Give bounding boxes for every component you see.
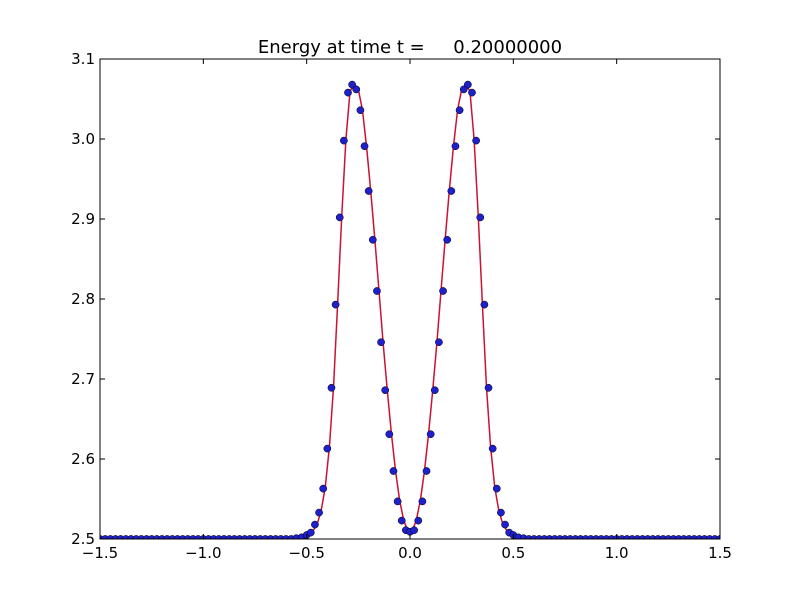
data-point — [455, 106, 464, 115]
data-point — [468, 88, 476, 97]
x-tick-label: 1.0 — [605, 544, 629, 562]
x-tick-label: 0.0 — [398, 544, 422, 562]
data-point — [331, 300, 340, 309]
data-point — [480, 300, 489, 309]
data-point — [492, 484, 501, 493]
data-point — [501, 520, 509, 529]
y-tick-label: 2.6 — [71, 450, 95, 468]
chart-title: Energy at time t = 0.20000000 — [258, 37, 562, 58]
data-point — [464, 80, 472, 89]
data-point — [397, 516, 406, 525]
data-point — [426, 430, 435, 439]
data-point — [410, 526, 418, 535]
data-point — [393, 497, 402, 506]
data-point — [389, 467, 398, 475]
data-point — [368, 235, 377, 244]
y-tick-label: 2.7 — [71, 370, 95, 388]
data-point — [315, 508, 323, 517]
data-point — [327, 383, 336, 392]
data-point — [360, 142, 369, 151]
data-point — [484, 383, 493, 392]
data-point — [323, 444, 332, 453]
data-point — [381, 386, 390, 395]
data-point — [352, 85, 361, 94]
data-point — [447, 187, 456, 195]
x-tick-label: −1.5 — [82, 544, 118, 562]
data-point — [356, 106, 365, 115]
data-point — [340, 136, 348, 145]
data-point — [422, 467, 431, 475]
x-tick-label: 0.5 — [501, 544, 525, 562]
data-point — [488, 444, 497, 453]
y-tick-label: 2.8 — [71, 290, 95, 308]
x-tick-label: −1.0 — [185, 544, 221, 562]
data-point — [451, 142, 460, 151]
data-point — [472, 136, 480, 145]
y-tick-label: 2.5 — [71, 530, 95, 548]
data-point — [476, 213, 485, 222]
x-tick-label: 1.5 — [708, 544, 732, 562]
y-tick-label: 3.1 — [71, 50, 95, 68]
data-point — [306, 528, 315, 537]
x-tick-label: −0.5 — [288, 544, 324, 562]
y-tick-label: 2.9 — [71, 210, 95, 228]
data-point — [377, 338, 385, 347]
data-point — [439, 287, 447, 295]
data-point — [430, 386, 439, 395]
axis-ticks: −1.5 −1.0 −0.5 0.0 0.5 1.0 1.5 2.5 2.6 2.7 2.8 2.9 3… — [71, 50, 732, 562]
y-tick-label: 3.0 — [71, 130, 95, 148]
data-point — [497, 508, 505, 517]
data-point — [344, 88, 352, 97]
plot-area — [100, 80, 720, 539]
data-point — [414, 516, 423, 525]
data-point — [418, 497, 427, 506]
data-point — [385, 430, 394, 439]
data-point — [373, 287, 381, 295]
data-point — [311, 520, 319, 529]
data-point — [435, 338, 443, 347]
data-point — [443, 235, 452, 244]
data-point — [716, 535, 720, 539]
data-point — [335, 213, 344, 222]
data-point — [364, 187, 373, 195]
data-point — [319, 484, 328, 493]
